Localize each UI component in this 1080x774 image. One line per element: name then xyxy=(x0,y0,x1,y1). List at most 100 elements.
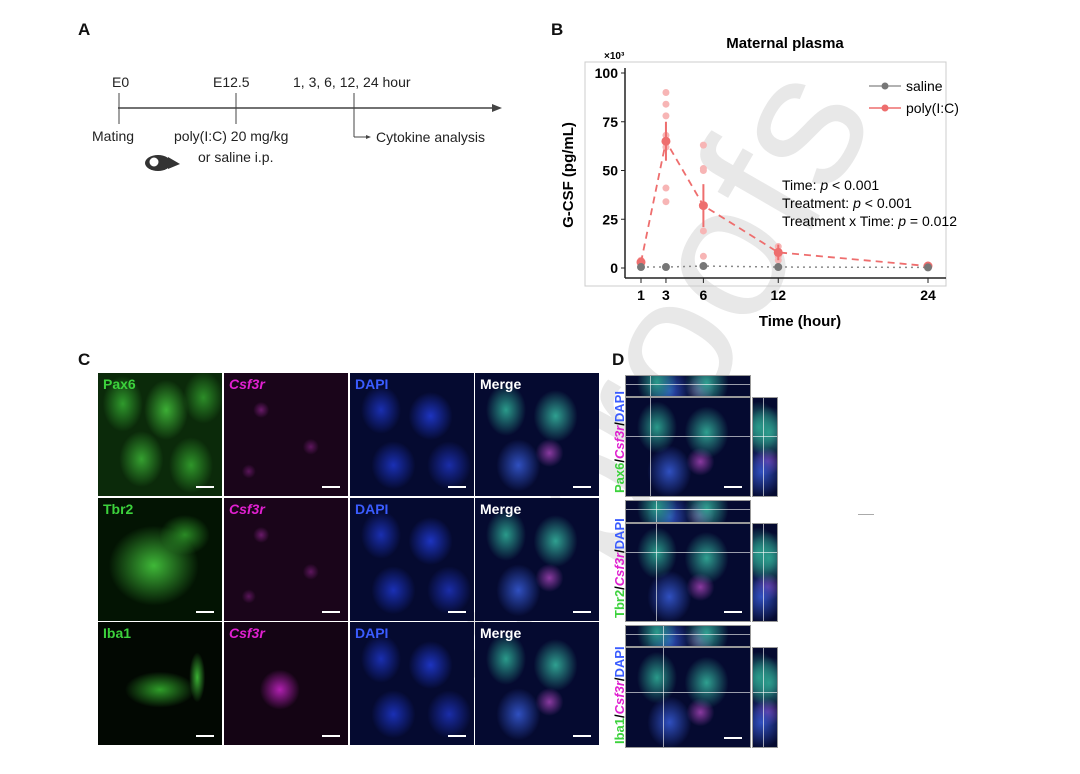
stat-interaction: Treatment x Time: p = 0.012 xyxy=(782,213,957,229)
micrograph-tbr2-row2: Tbr2 xyxy=(98,498,222,621)
micrograph-csf3r-row2: Csf3r xyxy=(224,498,348,621)
crosshair-vertical xyxy=(650,376,651,396)
channel-label: DAPI xyxy=(355,501,389,517)
scale-bar xyxy=(724,737,742,739)
scale-bar xyxy=(448,735,466,737)
orthogonal-xz-view xyxy=(625,625,751,647)
polyic-point xyxy=(699,252,707,260)
channel-label: DAPI xyxy=(355,376,389,392)
micrograph-pax6-row1: Pax6 xyxy=(98,373,222,496)
scale-bar xyxy=(196,611,214,613)
crosshair-horizontal xyxy=(753,692,777,693)
orthogonal-main-view xyxy=(625,397,751,497)
scale-bar xyxy=(724,486,742,488)
y-multiplier: ×10³ xyxy=(604,51,625,62)
micrograph-csf3r-row1: Csf3r xyxy=(224,373,348,496)
saline-mean xyxy=(637,263,645,272)
stain-label-sep2: / xyxy=(612,677,627,682)
polyic-point xyxy=(699,141,707,149)
analysis-arrowhead xyxy=(366,135,371,139)
stain-label: Pax6/Csf3r/DAPI xyxy=(612,391,627,493)
micrograph-merge-row3: Merge xyxy=(475,622,599,745)
gcsf-chart: Maternal plasma ×10³ 0 25 50 75 100 1 3 6 12 24 T… xyxy=(560,35,959,330)
channel-label: Csf3r xyxy=(229,625,265,641)
label-treatment: poly(I:C) 20 mg/kg xyxy=(174,128,289,144)
crosshair-horizontal xyxy=(626,509,750,510)
stain-label-dapi: DAPI xyxy=(612,518,627,550)
polyic-mean xyxy=(773,247,783,257)
stat-treatment: Treatment: p < 0.001 xyxy=(782,195,912,211)
crosshair-horizontal xyxy=(753,436,777,437)
legend-saline-label: saline xyxy=(906,78,943,94)
micrograph-dapi-row1: DAPI xyxy=(350,373,474,496)
channel-label: Tbr2 xyxy=(103,501,134,517)
stain-label-dapi: DAPI xyxy=(612,391,627,423)
polyic-point xyxy=(662,89,670,96)
panel-label-b: B xyxy=(551,20,564,39)
mouse-icon xyxy=(145,155,180,171)
micrograph-merge-row2: Merge xyxy=(475,498,599,621)
micrograph-dapi-row2: DAPI xyxy=(350,498,474,621)
label-e0: E0 xyxy=(112,74,130,90)
stain-label-gene: Csf3r xyxy=(612,681,627,715)
crosshair-vertical xyxy=(763,398,764,496)
micrograph-dapi-row3: DAPI xyxy=(350,622,474,745)
saline-mean xyxy=(774,263,783,272)
crosshair-vertical xyxy=(763,524,764,621)
channel-label: Pax6 xyxy=(103,376,136,392)
stain-label-marker: Tbr2 xyxy=(612,589,627,618)
orthogonal-yz-view xyxy=(752,397,778,497)
label-treatment-2: or saline i.p. xyxy=(198,149,274,165)
stain-label-sep1: / xyxy=(612,714,627,718)
saline-mean xyxy=(699,262,708,271)
stat-time: Time: p < 0.001 xyxy=(782,177,879,193)
polyic-point xyxy=(662,198,670,206)
y-axis-label: G-CSF (pg/mL) xyxy=(560,122,577,228)
y-tick-label: 25 xyxy=(602,211,618,227)
crosshair-vertical xyxy=(650,398,651,496)
crosshair-vertical xyxy=(656,501,657,522)
scale-bar xyxy=(322,611,340,613)
stain-label-gene: Csf3r xyxy=(612,425,627,459)
channel-label: Csf3r xyxy=(229,376,265,392)
scale-bar xyxy=(573,486,591,488)
channel-label: Merge xyxy=(480,625,522,641)
y-tick-label: 100 xyxy=(595,65,619,81)
label-mating: Mating xyxy=(92,128,135,144)
scale-bar xyxy=(573,611,591,613)
legend: saline poly(I:C) xyxy=(869,78,959,116)
scale-bar xyxy=(196,486,214,488)
orthogonal-yz-view xyxy=(752,647,778,748)
y-tick-label: 50 xyxy=(602,163,618,179)
stain-label-sep2: / xyxy=(612,549,627,553)
stain-label-marker: Iba1 xyxy=(612,717,627,744)
micrograph-csf3r-row3: Csf3r xyxy=(224,622,348,745)
crosshair-horizontal xyxy=(626,384,750,385)
panel-label-c: C xyxy=(78,350,91,369)
scale-bar xyxy=(196,735,214,737)
panel-label-a: A xyxy=(78,20,91,39)
crosshair-vertical xyxy=(663,648,664,747)
crosshair-vertical xyxy=(656,524,657,621)
scale-bar xyxy=(724,611,742,613)
panel-label-d: D xyxy=(612,350,625,369)
micrograph-merge-row1: Merge xyxy=(475,373,599,496)
polyic-point xyxy=(662,112,670,120)
polyic-mean xyxy=(661,136,671,146)
crosshair-horizontal xyxy=(753,552,777,553)
orthogonal-main-view xyxy=(625,647,751,748)
plot-frame xyxy=(584,61,947,287)
x-axis-label: Time (hour) xyxy=(759,313,841,330)
crosshair-vertical xyxy=(763,648,764,747)
polyic-mean xyxy=(698,201,708,211)
timeline-diagram xyxy=(118,93,502,171)
orthogonal-xz-view xyxy=(625,500,751,523)
label-hours: 1, 3, 6, 12, 24 hour xyxy=(293,74,411,90)
legend-saline-marker xyxy=(881,82,889,90)
channel-label: Merge xyxy=(480,376,522,392)
saline-mean xyxy=(924,263,932,272)
y-tick-label: 75 xyxy=(602,114,618,130)
orthogonal-main-view xyxy=(625,523,751,622)
scale-bar xyxy=(322,735,340,737)
